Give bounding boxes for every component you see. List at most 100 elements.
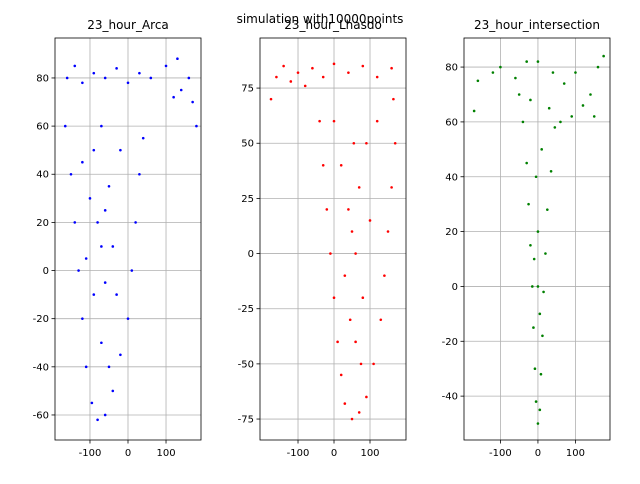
point — [347, 71, 350, 74]
point — [84, 365, 88, 369]
point — [269, 97, 273, 101]
point — [336, 340, 339, 344]
point — [589, 93, 592, 96]
point — [517, 93, 521, 96]
point — [536, 422, 540, 425]
point — [176, 57, 179, 61]
point — [119, 353, 122, 357]
point — [499, 65, 502, 69]
subplot-title: 23_hour_Lhasdo — [284, 18, 382, 32]
point — [100, 341, 103, 345]
point — [534, 400, 538, 403]
point — [592, 115, 596, 118]
point — [81, 81, 84, 85]
point — [359, 362, 363, 366]
point — [536, 285, 540, 288]
point — [339, 373, 343, 377]
y-tick-label: 25 — [241, 194, 254, 205]
point — [542, 290, 545, 294]
point — [383, 274, 386, 277]
point — [574, 71, 577, 74]
point — [318, 119, 321, 123]
point — [392, 97, 395, 101]
y-tick-label: -50 — [238, 359, 254, 370]
point — [103, 281, 107, 284]
point — [531, 285, 534, 288]
point — [92, 71, 96, 75]
point — [357, 186, 361, 189]
point — [325, 208, 329, 211]
point — [553, 126, 557, 129]
point — [534, 175, 538, 179]
point — [111, 389, 115, 393]
point — [570, 115, 574, 118]
point — [321, 75, 325, 79]
point — [361, 296, 365, 299]
point — [529, 98, 532, 102]
point — [372, 362, 375, 366]
point — [350, 417, 354, 421]
point — [103, 76, 107, 80]
axes-frame — [463, 37, 611, 441]
y-tick-label: -60 — [33, 410, 49, 421]
point — [339, 164, 343, 167]
point — [303, 84, 307, 88]
point — [541, 334, 544, 338]
y-tick-label: -40 — [33, 362, 49, 373]
point — [65, 76, 69, 80]
point — [96, 418, 99, 422]
point — [119, 148, 122, 152]
point — [544, 252, 547, 255]
y-tick-label: -20 — [442, 337, 458, 348]
x-tick-label: 100 — [360, 448, 379, 459]
y-tick-label: 75 — [241, 84, 254, 95]
y-tick-label: 20 — [445, 227, 458, 238]
subplot-title: 23_hour_Arca — [87, 18, 169, 32]
point — [282, 64, 285, 68]
y-tick-label: 80 — [36, 73, 49, 84]
point — [77, 269, 80, 272]
point — [538, 312, 542, 316]
point — [195, 124, 198, 128]
y-tick-label: 60 — [36, 122, 49, 133]
point — [84, 257, 88, 260]
y-tick-label: -20 — [33, 314, 49, 325]
y-tick-label: 40 — [445, 172, 458, 183]
point — [296, 71, 300, 74]
point — [476, 79, 480, 83]
x-tick-label: -100 — [489, 448, 512, 459]
point — [354, 340, 357, 344]
point — [63, 124, 67, 128]
point — [390, 186, 393, 189]
point — [332, 62, 336, 66]
point — [191, 100, 194, 104]
point — [332, 296, 336, 299]
point — [107, 184, 111, 188]
axes-frame — [54, 37, 202, 441]
point — [546, 208, 549, 211]
point — [103, 209, 107, 212]
point — [365, 395, 368, 399]
point — [386, 230, 390, 233]
point — [357, 411, 361, 414]
point — [96, 221, 99, 224]
point — [179, 88, 183, 92]
point — [354, 252, 357, 255]
point — [81, 317, 84, 320]
point — [126, 317, 130, 320]
point — [111, 245, 115, 248]
point — [365, 141, 368, 145]
point — [187, 76, 191, 80]
point — [275, 75, 278, 79]
y-tick-label: 60 — [445, 117, 458, 128]
point — [532, 326, 535, 329]
point — [536, 230, 540, 233]
point — [525, 161, 528, 165]
axes-frame — [259, 37, 407, 441]
point — [92, 293, 96, 296]
point — [332, 119, 336, 123]
point — [533, 367, 537, 371]
y-tick-label: 80 — [445, 63, 458, 74]
y-tick-label: 0 — [248, 249, 254, 260]
